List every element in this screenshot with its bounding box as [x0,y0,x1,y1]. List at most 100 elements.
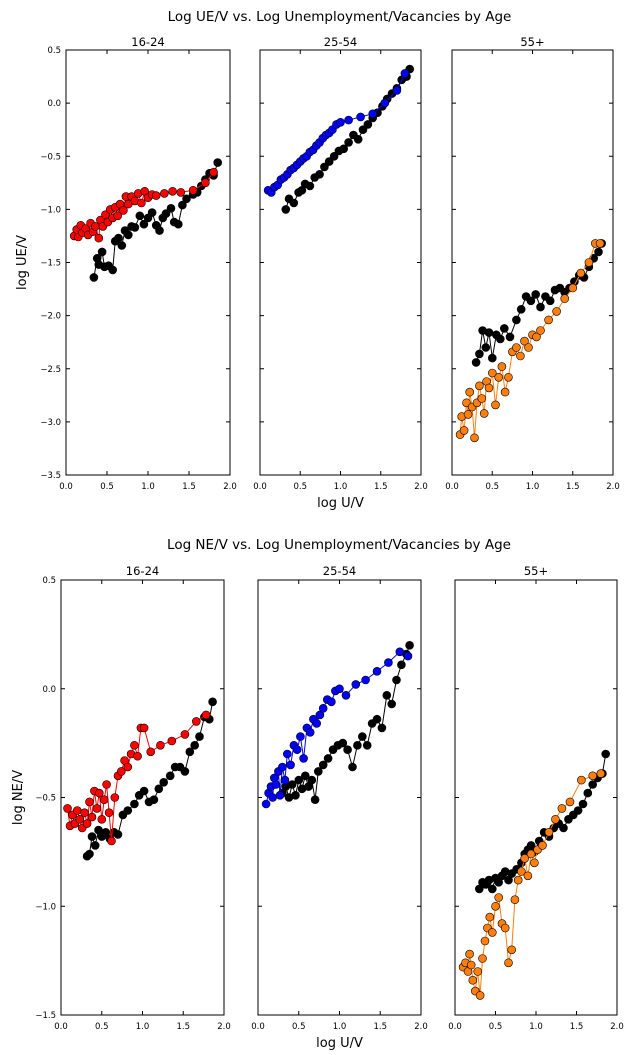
data-point [113,830,123,839]
data-point [380,98,390,108]
data-point [353,740,362,750]
data-point [95,788,104,798]
x-tick-label: 0.0 [59,482,73,492]
data-point [377,723,387,733]
data-point [296,732,305,741]
data-point [180,767,190,776]
x-tick-label: 1.5 [182,482,196,492]
data-point [289,198,299,208]
data-point [114,233,123,243]
data-point [487,928,497,937]
y-tick-label: −1.5 [40,259,61,269]
data-point [178,200,187,210]
x-tick-label: 2.0 [223,482,237,492]
data-point [480,936,490,946]
y-tick-label: −1.0 [35,902,56,912]
panel-title: 55+ [520,35,544,49]
data-point [124,230,133,240]
data-point [512,343,521,352]
data-point [151,191,161,200]
data-point [478,954,487,963]
data-point [155,226,164,235]
data-point [176,188,186,197]
x-tick-label: 0.5 [100,482,114,492]
data-point [97,814,107,824]
data-point [565,797,575,807]
data-point [149,795,159,805]
x-tick-label: 2.0 [606,482,620,492]
data-point [526,296,536,306]
data-point [208,697,217,707]
data-point [85,797,94,807]
data-point [168,187,177,196]
panel-title: 25-54 [323,564,356,578]
x-tick-label: 0.5 [485,482,499,492]
data-point [154,784,164,794]
data-point [188,186,198,195]
data-point [338,738,348,748]
data-point [568,283,578,293]
data-point [353,135,363,144]
data-point [343,745,352,755]
data-point [341,690,351,700]
data-point [475,991,485,1000]
data-point [182,194,191,204]
data-point [552,307,561,316]
data-point [588,771,598,781]
chart-title: Log UE/V vs. Log Unemployment/Vacancies … [168,9,512,25]
data-point [130,223,140,232]
data-point [463,410,473,419]
data-point [357,732,367,741]
y-axis-label: log NE/V [11,770,26,825]
data-point [209,167,218,177]
data-point [130,799,139,809]
data-point [97,247,107,257]
data-point [358,125,368,134]
data-point [504,958,513,968]
data-point [156,740,165,750]
data-point [479,409,489,418]
data-point [299,754,308,763]
data-point [397,660,406,670]
x-tick-label: 0.0 [253,482,267,492]
data-point [517,867,526,876]
data-point [185,747,195,757]
data-point [372,714,382,724]
data-point [356,112,365,122]
data-point [485,912,495,922]
data-point [312,719,322,728]
x-axis-label: log U/V [316,1036,363,1051]
data-point [119,206,128,215]
data-point [481,343,491,352]
data-point [459,426,469,435]
data-point [484,328,494,337]
x-tick-label: 1.0 [136,1022,150,1032]
data-point [63,804,72,813]
x-tick-label: 1.5 [570,1022,584,1032]
data-point [491,901,500,911]
data-point [167,736,177,746]
data-point [495,334,505,344]
data-point [318,760,328,770]
data-point [392,675,401,685]
data-point [336,118,345,127]
x-axis-label: log U/V [317,496,364,511]
panel-title: 55+ [524,564,548,578]
data-point [468,975,478,985]
data-point [166,204,176,213]
series-line [478,753,607,891]
data-point [329,152,339,161]
x-tick-label: 0.0 [448,1022,462,1032]
data-point [594,247,603,257]
chart-title: Log NE/V vs. Log Unemployment/Vacancies … [167,537,511,553]
series-line [475,243,603,363]
data-point [536,326,545,335]
data-point [532,332,541,342]
data-point [323,754,333,763]
y-tick-label: −3.0 [40,418,61,428]
data-point [281,205,291,214]
data-point [573,806,583,815]
y-tick-label: 0.5 [47,46,61,56]
data-point [320,162,329,172]
data-point [465,949,474,959]
